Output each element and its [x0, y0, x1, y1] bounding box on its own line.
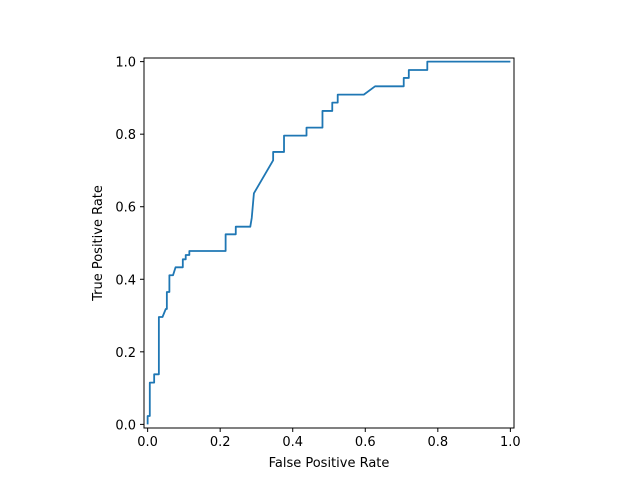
ticks-group: 0.0 0.2 0.4 0.6 0.8 1.0 0.0 0.2 0.4 0.6 0.8 1.0 — [115, 56, 520, 450]
y-tick-label: 0.4 — [115, 273, 136, 288]
roc-curve-line — [146, 60, 511, 425]
series-group — [146, 60, 511, 425]
y-tick-label: 1.0 — [115, 56, 136, 71]
plot-frame — [143, 57, 515, 429]
x-tick-label: 0.8 — [427, 435, 448, 450]
y-tick-label: 0.2 — [115, 346, 136, 361]
y-axis-label: True Positive Rate — [91, 185, 106, 302]
y-tick-label: 0.6 — [115, 201, 136, 216]
x-tick-label: 1.0 — [500, 435, 521, 450]
x-tick-label: 0.4 — [282, 435, 303, 450]
x-axis-label: False Positive Rate — [269, 456, 390, 471]
y-tick-label: 0.8 — [115, 128, 136, 143]
x-tick-label: 0.2 — [210, 435, 231, 450]
x-tick-label: 0.6 — [355, 435, 376, 450]
y-tick-label: 0.0 — [115, 418, 136, 433]
x-tick-label: 0.0 — [137, 435, 158, 450]
